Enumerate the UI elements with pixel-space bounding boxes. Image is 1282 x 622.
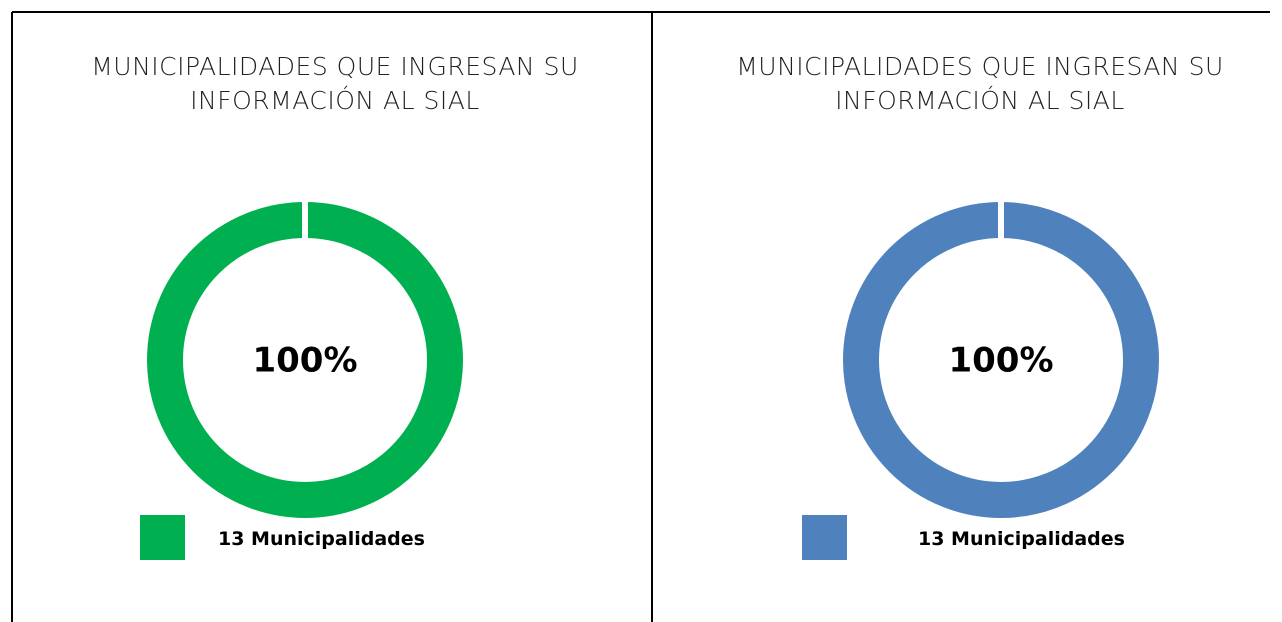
- legend-swatch: [140, 515, 185, 560]
- legend-label: 13 Municipalidades: [218, 528, 425, 550]
- legend-swatch: [802, 515, 847, 560]
- data-label: 100%: [252, 341, 357, 381]
- data-label: 100%: [948, 341, 1053, 381]
- chart-title: MUNICIPALIDADES QUE INGRESAN SU INFORMAC…: [736, 52, 1224, 115]
- legend-label: 13 Municipalidades: [918, 528, 1125, 550]
- chart-title: MUNICIPALIDADES QUE INGRESAN SU INFORMAC…: [91, 52, 579, 115]
